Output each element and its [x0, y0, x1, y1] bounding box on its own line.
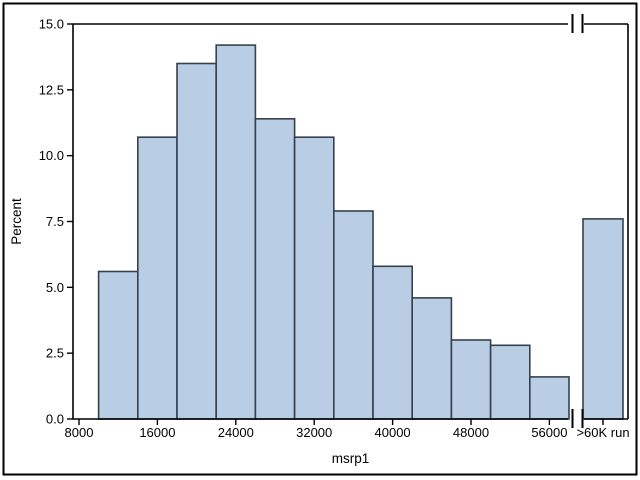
histogram-bar — [215, 44, 257, 420]
histogram-bar — [176, 62, 218, 420]
histogram-bar — [97, 270, 139, 420]
y-tick-label: 15.0 — [39, 17, 64, 32]
histogram-bar — [489, 344, 531, 420]
y-tick-label: 10.0 — [39, 148, 64, 163]
histogram-bar — [137, 136, 178, 420]
plot-frame — [73, 23, 628, 420]
y-tick-label: 7.5 — [46, 214, 64, 229]
x-tick-label: 32000 — [296, 425, 332, 440]
x-tick-label: 8000 — [65, 425, 94, 440]
overflow-tick-label: >60K run — [576, 425, 629, 440]
histogram-bar — [450, 339, 492, 420]
histogram-bar — [254, 118, 296, 420]
y-axis-title: Percent — [9, 198, 24, 245]
histogram-bar — [332, 210, 374, 420]
histogram-bar — [411, 297, 453, 420]
overflow-bar — [582, 218, 624, 420]
y-tick-label: 0.0 — [46, 412, 64, 427]
y-tick-label: 12.5 — [39, 82, 64, 97]
y-tick-label: 2.5 — [46, 346, 64, 361]
histogram-bar — [293, 136, 335, 420]
x-tick-label: 24000 — [218, 425, 254, 440]
histogram-bar — [372, 265, 414, 420]
y-tick-label: 5.0 — [46, 280, 64, 295]
histogram-bar — [528, 376, 570, 420]
x-tick-label: 48000 — [453, 425, 489, 440]
x-tick-label: 40000 — [375, 425, 411, 440]
x-axis-title: msrp1 — [332, 451, 370, 466]
x-tick-label: 16000 — [139, 425, 175, 440]
x-tick-label: 56000 — [531, 425, 567, 440]
